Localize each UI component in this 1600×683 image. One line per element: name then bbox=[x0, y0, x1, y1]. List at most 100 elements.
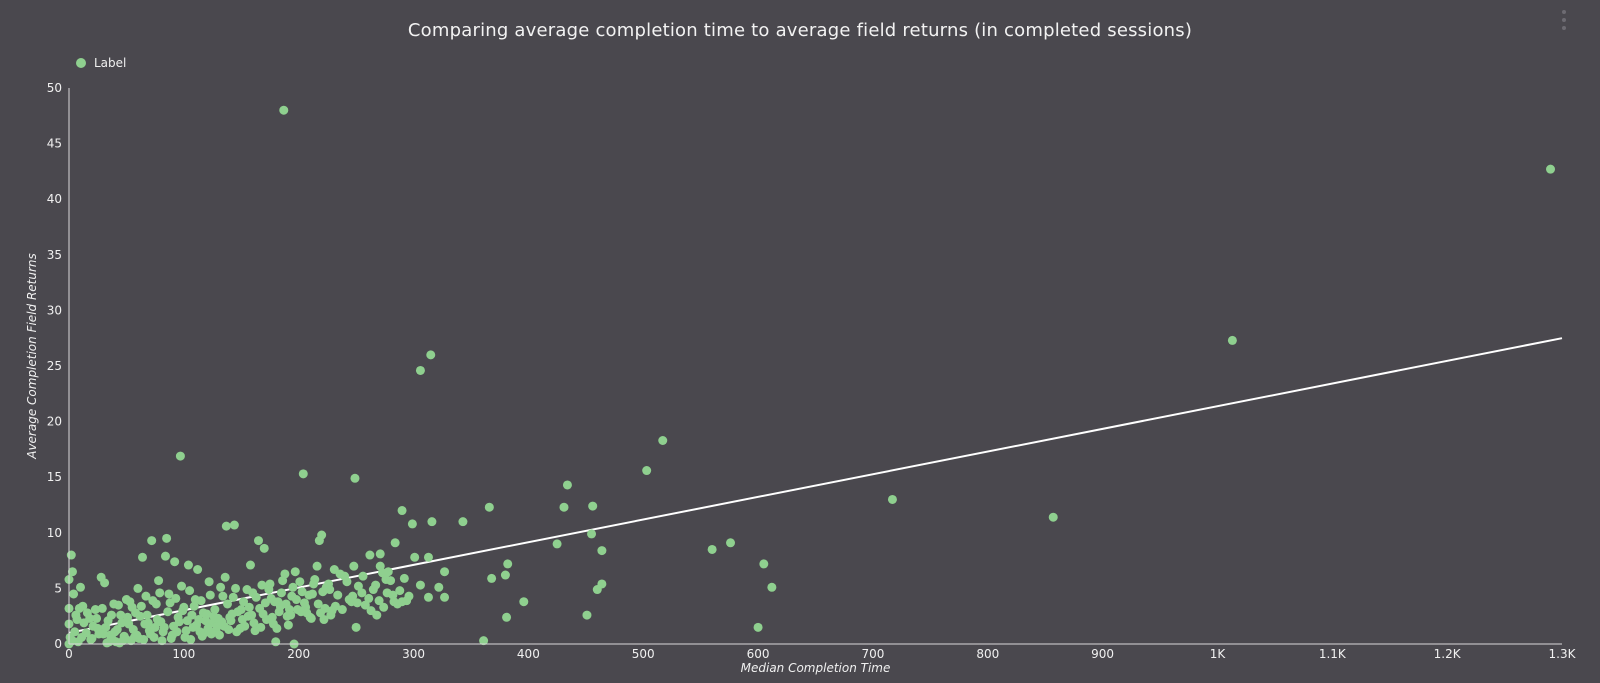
data-point[interactable] bbox=[374, 596, 384, 606]
data-point[interactable] bbox=[193, 564, 203, 574]
data-point[interactable] bbox=[290, 567, 300, 577]
data-point[interactable] bbox=[150, 622, 160, 632]
data-point[interactable] bbox=[562, 480, 572, 490]
data-point[interactable] bbox=[98, 629, 108, 639]
data-point[interactable] bbox=[1227, 335, 1237, 345]
data-point[interactable] bbox=[281, 599, 291, 609]
data-point[interactable] bbox=[337, 605, 347, 615]
data-point[interactable] bbox=[519, 597, 529, 607]
data-point[interactable] bbox=[171, 593, 181, 603]
data-point[interactable] bbox=[479, 636, 489, 646]
data-point[interactable] bbox=[296, 607, 306, 617]
data-point[interactable] bbox=[592, 585, 602, 595]
data-point[interactable] bbox=[658, 436, 668, 446]
data-point[interactable] bbox=[249, 618, 259, 628]
data-point[interactable] bbox=[349, 561, 359, 571]
data-point[interactable] bbox=[141, 591, 151, 601]
data-point[interactable] bbox=[214, 630, 224, 640]
data-point[interactable] bbox=[256, 622, 266, 632]
data-point[interactable] bbox=[274, 607, 284, 617]
data-point[interactable] bbox=[194, 615, 204, 625]
data-point[interactable] bbox=[375, 549, 385, 559]
data-point[interactable] bbox=[407, 519, 417, 529]
data-point[interactable] bbox=[142, 610, 152, 620]
data-point[interactable] bbox=[218, 591, 228, 601]
data-point[interactable] bbox=[204, 577, 214, 587]
data-point[interactable] bbox=[458, 517, 468, 527]
data-point[interactable] bbox=[351, 622, 361, 632]
data-point[interactable] bbox=[299, 598, 309, 608]
data-point[interactable] bbox=[298, 469, 308, 479]
data-point[interactable] bbox=[329, 564, 339, 574]
data-point[interactable] bbox=[423, 592, 433, 602]
data-point[interactable] bbox=[390, 538, 400, 548]
data-point[interactable] bbox=[410, 552, 420, 562]
data-point[interactable] bbox=[229, 520, 239, 530]
data-point[interactable] bbox=[149, 632, 159, 642]
more-options-icon[interactable] bbox=[1559, 10, 1569, 30]
data-point[interactable] bbox=[258, 609, 268, 619]
data-point[interactable] bbox=[272, 623, 282, 633]
data-point[interactable] bbox=[297, 587, 307, 597]
data-point[interactable] bbox=[371, 580, 381, 590]
data-point[interactable] bbox=[552, 539, 562, 549]
data-point[interactable] bbox=[313, 599, 323, 609]
data-point[interactable] bbox=[143, 618, 153, 628]
data-point[interactable] bbox=[1546, 164, 1556, 174]
data-point[interactable] bbox=[79, 618, 89, 628]
data-point[interactable] bbox=[360, 600, 370, 610]
data-point[interactable] bbox=[288, 582, 298, 592]
data-point[interactable] bbox=[182, 616, 192, 626]
data-point[interactable] bbox=[82, 608, 92, 618]
data-point[interactable] bbox=[366, 606, 376, 616]
data-point[interactable] bbox=[707, 544, 717, 554]
data-point[interactable] bbox=[217, 617, 227, 627]
data-point[interactable] bbox=[201, 616, 211, 626]
data-point[interactable] bbox=[154, 576, 164, 586]
data-point[interactable] bbox=[245, 560, 255, 570]
data-point[interactable] bbox=[210, 605, 220, 615]
data-point[interactable] bbox=[113, 600, 123, 610]
data-point[interactable] bbox=[170, 557, 180, 567]
data-point[interactable] bbox=[162, 533, 172, 543]
data-point[interactable] bbox=[75, 582, 85, 592]
data-point[interactable] bbox=[324, 579, 334, 589]
data-point[interactable] bbox=[90, 605, 100, 615]
data-point[interactable] bbox=[423, 552, 433, 562]
data-point[interactable] bbox=[427, 517, 437, 527]
data-point[interactable] bbox=[247, 610, 257, 620]
data-point[interactable] bbox=[139, 635, 149, 645]
data-point[interactable] bbox=[69, 589, 79, 599]
data-point[interactable] bbox=[67, 636, 77, 646]
data-point[interactable] bbox=[767, 582, 777, 592]
data-point[interactable] bbox=[404, 591, 414, 601]
data-point[interactable] bbox=[353, 581, 363, 591]
data-point[interactable] bbox=[257, 580, 267, 590]
data-point[interactable] bbox=[358, 571, 368, 581]
data-point[interactable] bbox=[138, 552, 148, 562]
data-point[interactable] bbox=[286, 610, 296, 620]
data-point[interactable] bbox=[116, 610, 126, 620]
data-point[interactable] bbox=[887, 494, 897, 504]
data-point[interactable] bbox=[415, 365, 425, 375]
data-point[interactable] bbox=[502, 612, 512, 622]
data-point[interactable] bbox=[276, 588, 286, 598]
data-point[interactable] bbox=[397, 506, 407, 516]
data-point[interactable] bbox=[178, 606, 188, 616]
data-point[interactable] bbox=[264, 585, 274, 595]
data-point[interactable] bbox=[415, 580, 425, 590]
data-point[interactable] bbox=[66, 550, 76, 560]
data-point[interactable] bbox=[395, 586, 405, 596]
data-point[interactable] bbox=[177, 581, 187, 591]
data-point[interactable] bbox=[163, 607, 173, 617]
data-point[interactable] bbox=[152, 615, 162, 625]
data-point[interactable] bbox=[426, 350, 436, 360]
data-point[interactable] bbox=[378, 568, 388, 578]
data-point[interactable] bbox=[389, 597, 399, 607]
data-point[interactable] bbox=[259, 543, 269, 553]
data-point[interactable] bbox=[726, 538, 736, 548]
data-point[interactable] bbox=[202, 609, 212, 619]
data-point[interactable] bbox=[559, 502, 569, 512]
data-point[interactable] bbox=[440, 592, 450, 602]
data-point[interactable] bbox=[240, 621, 250, 631]
